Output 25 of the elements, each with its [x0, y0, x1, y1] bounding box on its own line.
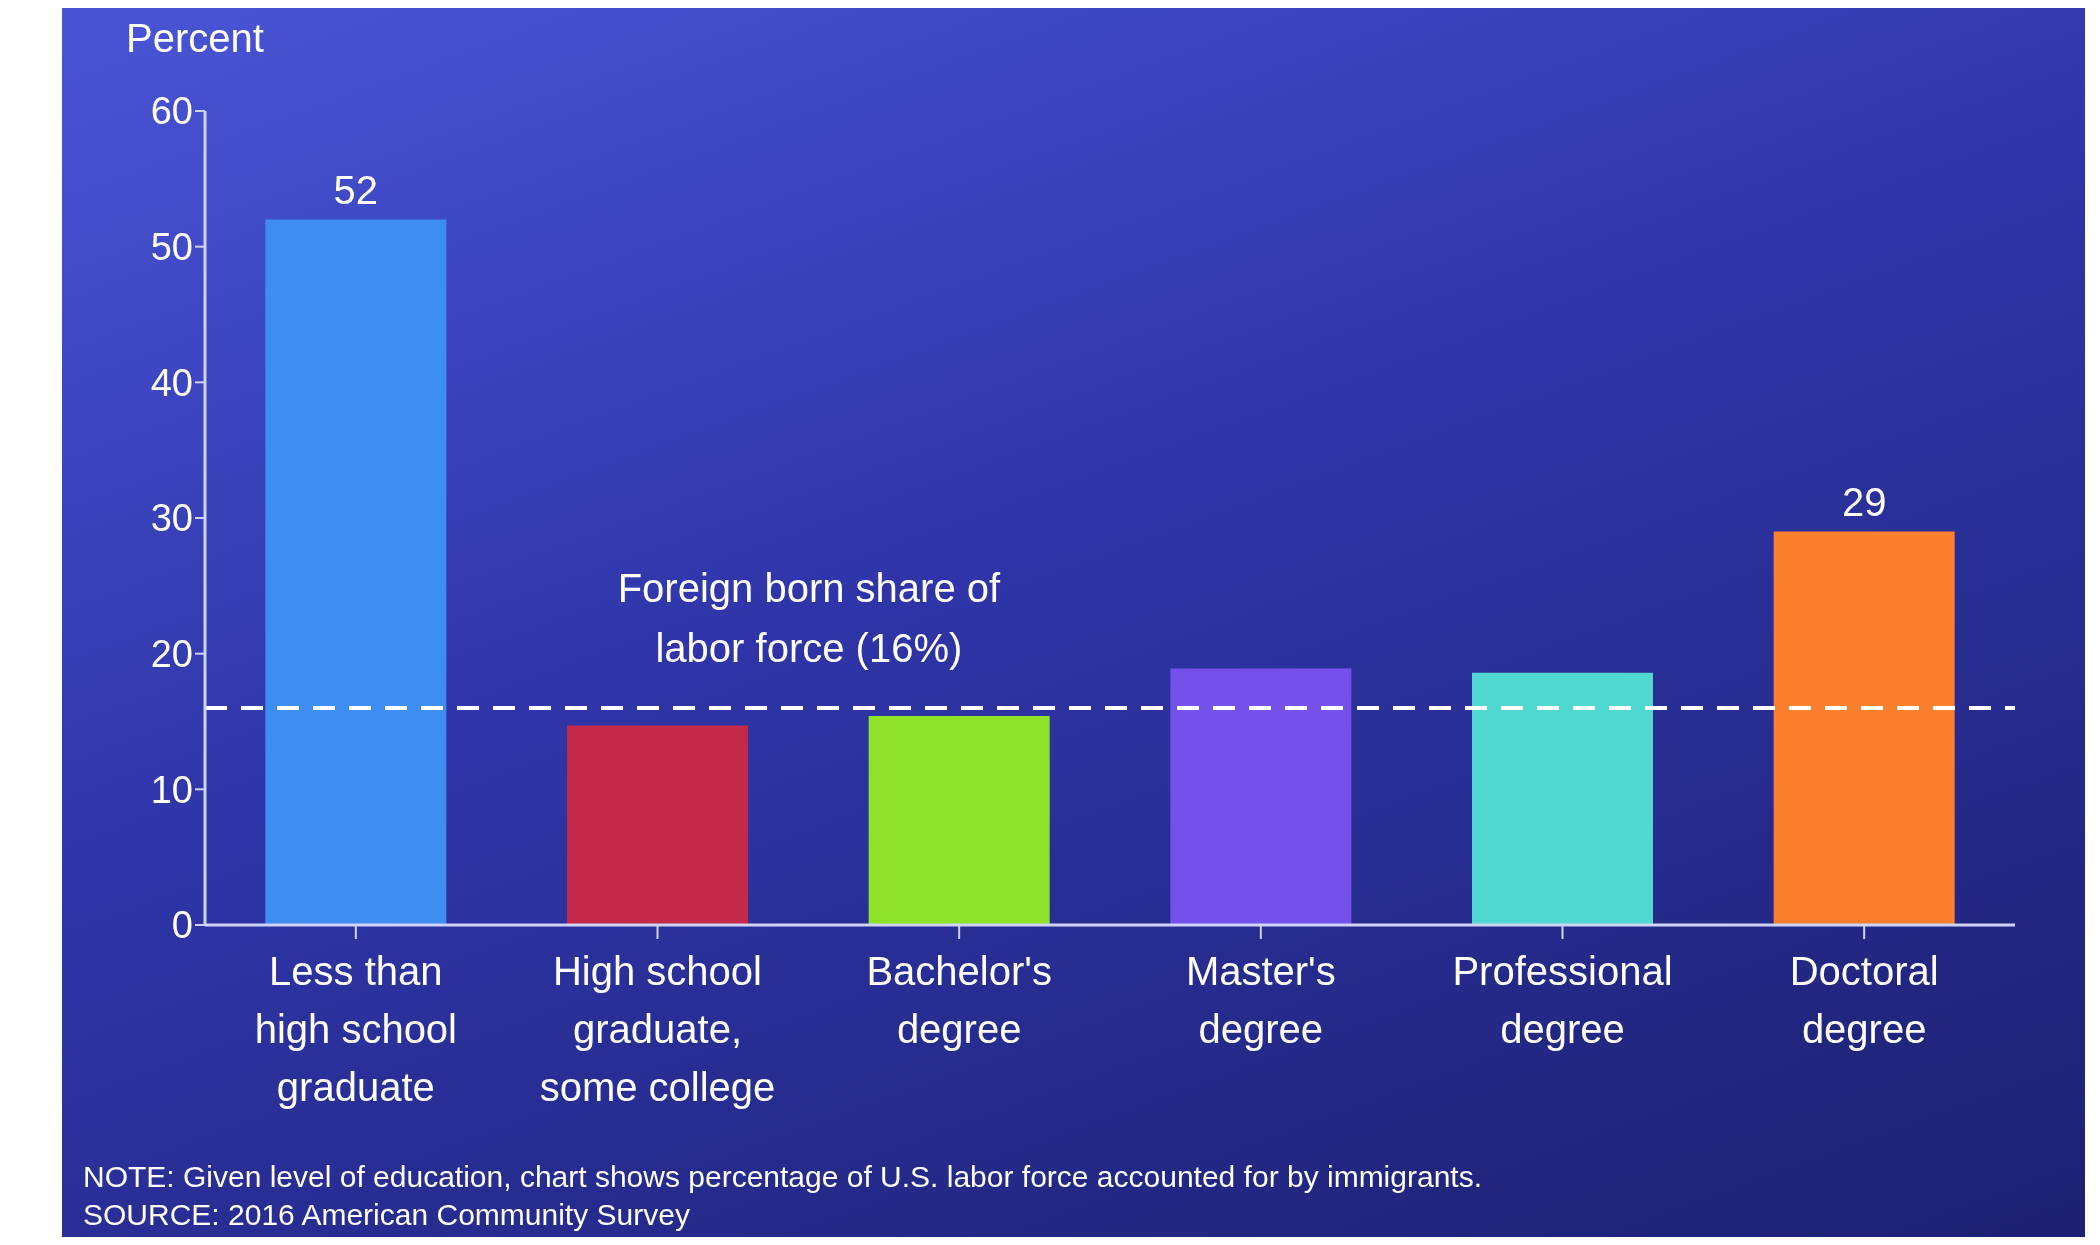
bar — [567, 725, 748, 925]
y-tick-label: 30 — [150, 497, 193, 540]
x-tick-label: Bachelor's degree — [866, 949, 1052, 1051]
x-tick-label: Master's degree — [1185, 949, 1336, 1051]
x-tick-label: Less than high school graduate — [254, 949, 458, 1109]
x-tick-label: High school graduate, some college — [539, 949, 776, 1109]
y-tick-label: 20 — [150, 633, 193, 676]
bar — [1773, 531, 1955, 925]
bar — [265, 219, 447, 925]
y-tick-label: 60 — [150, 90, 193, 133]
y-axis-title: Percent — [126, 16, 264, 61]
ref-line-label: Foreign born share of labor force (16%) — [616, 564, 1002, 672]
x-tick-label: Doctoral degree — [1789, 949, 1939, 1051]
text: NOTE: Given level of education, chart shows percentage of U.S. labor force accounted for by immigrants. — [83, 1159, 1482, 1195]
bar — [1170, 668, 1352, 925]
y-tick-label: 0 — [171, 904, 193, 947]
y-tick-label: 40 — [150, 361, 193, 404]
data-label: 52 — [333, 167, 379, 212]
bar — [1472, 672, 1653, 925]
y-tick-label: 10 — [150, 768, 193, 811]
x-tick-label: Professional degree — [1452, 949, 1673, 1051]
bar — [868, 716, 1050, 925]
source-note: SOURCE: 2016 American Community Survey — [83, 1197, 691, 1233]
y-tick-label: 50 — [150, 226, 193, 269]
data-label: 29 — [1841, 479, 1887, 524]
